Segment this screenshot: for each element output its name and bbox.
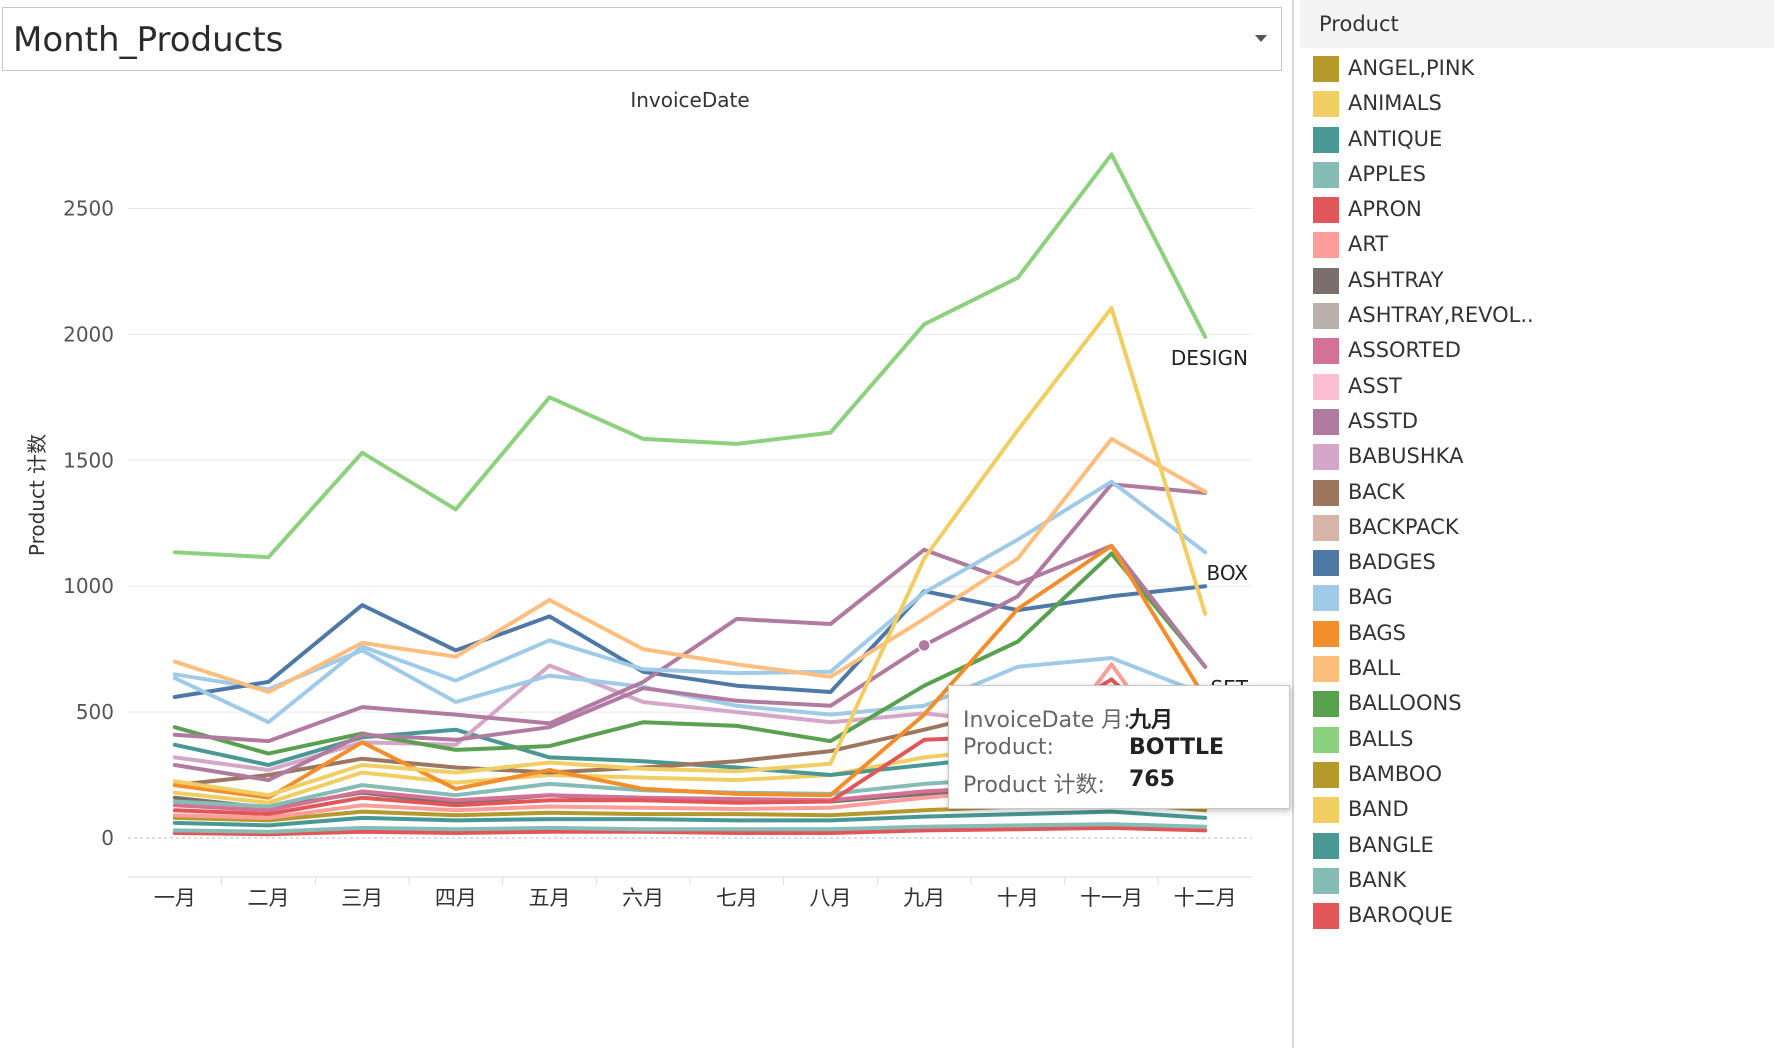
x-tick-label: 八月 (810, 886, 852, 910)
legend-label: BANK (1348, 867, 1407, 892)
legend-label: ART (1348, 232, 1389, 257)
legend-label: ANTIQUE (1348, 126, 1443, 151)
tooltip-label-count: Product 计数: (963, 773, 1105, 798)
legend-label: BACKPACK (1348, 514, 1459, 539)
legend-label: BALLOONS (1348, 691, 1462, 716)
legend-swatch (1313, 373, 1339, 400)
series-line-ball (172, 436, 1208, 694)
legend-swatch (1313, 514, 1339, 541)
series-line-band (172, 306, 1208, 798)
y-tick-label: 0 (101, 826, 114, 850)
tooltip-label-month: InvoiceDate 月: (963, 708, 1131, 733)
legend-label: BALL (1348, 656, 1401, 681)
legend-swatch (1313, 56, 1339, 82)
y-tick-label: 2500 (63, 197, 114, 221)
legend-swatch (1313, 761, 1339, 788)
legend-swatch (1313, 585, 1339, 612)
series-line-asstd (172, 482, 1208, 783)
legend-panel: Product ANGEL,PINK ANIMALS ANTIQUE APPLES AP… (1300, 0, 1774, 1048)
chevron-down-icon[interactable] (1255, 35, 1267, 42)
column-header: InvoiceDate (630, 88, 749, 112)
series-line-baroque (172, 825, 1208, 837)
legend-label: APPLES (1348, 161, 1426, 186)
legend-label: BAROQUE (1348, 903, 1454, 928)
x-tick-label: 十一月 (1080, 886, 1143, 910)
legend-swatch (1313, 232, 1339, 259)
legend-label: ASHTRAY (1348, 267, 1444, 292)
legend-swatch (1313, 91, 1339, 118)
legend-swatch (1313, 161, 1339, 188)
legend-swatch (1313, 832, 1339, 859)
series-line-balloons (172, 551, 1208, 756)
x-tick-label: 一月 (154, 886, 196, 910)
legend-label: ASSORTED (1348, 338, 1461, 363)
legend-label: BANGLE (1348, 832, 1434, 857)
legend-label: BACK (1348, 479, 1405, 504)
legend-swatch (1313, 267, 1339, 294)
line-end-label: DESIGN (1171, 346, 1248, 370)
series-line-bags (172, 543, 1208, 800)
legend-label: ANIMALS (1348, 91, 1442, 116)
tooltip-label-product: Product: (963, 735, 1054, 760)
worksheet-title-bar: Month_Products (2, 7, 1282, 71)
legend-swatch (1313, 408, 1339, 435)
x-tick-label: 四月 (435, 886, 477, 910)
series-line-box (172, 479, 1208, 725)
x-tick-label: 三月 (341, 886, 383, 910)
series-line-badges (172, 584, 1208, 699)
legend-label: ASST (1348, 373, 1402, 398)
series-line-design (172, 152, 1208, 560)
tooltip: InvoiceDate 月: 九月 Product: BOTTLE Produc… (948, 685, 1290, 809)
x-tick-label: 五月 (529, 886, 571, 910)
pane-divider[interactable] (1292, 0, 1294, 1048)
legend-swatch (1313, 197, 1339, 224)
legend-swatch (1313, 656, 1339, 683)
legend-swatch (1313, 726, 1339, 753)
legend-swatch (1313, 338, 1339, 365)
x-tick-label: 六月 (622, 886, 664, 910)
tooltip-value-product: BOTTLE (1129, 735, 1225, 760)
series-line-bangle (172, 809, 1208, 828)
legend-label: BAMBOO (1348, 761, 1442, 786)
x-tick-label: 七月 (716, 886, 758, 910)
legend-label: APRON (1348, 197, 1422, 222)
tooltip-value-count: 765 (1129, 767, 1175, 792)
line-end-label: BOX (1206, 561, 1248, 585)
legend-swatch (1313, 303, 1339, 330)
legend-swatch (1313, 126, 1339, 153)
y-tick-label: 1000 (63, 574, 114, 598)
legend-swatch (1313, 903, 1339, 930)
x-tick-label: 九月 (903, 886, 945, 910)
legend-label: ASSTD (1348, 408, 1419, 433)
legend-label: BAND (1348, 797, 1409, 822)
legend-label: BABUSHKA (1348, 444, 1464, 469)
highlight-point (917, 638, 931, 653)
legend-swatch (1313, 620, 1339, 647)
legend-swatch (1313, 550, 1339, 577)
legend-swatch (1313, 797, 1339, 824)
tooltip-value-month: 九月 (1129, 708, 1174, 733)
legend-swatch (1313, 479, 1339, 506)
legend-swatch (1313, 691, 1339, 718)
y-tick-label: 500 (76, 700, 114, 724)
y-axis-label: Product 计数 (25, 434, 49, 556)
legend-label: BADGES (1348, 550, 1436, 575)
legend-title: Product (1300, 0, 1774, 48)
legend-swatch (1313, 867, 1339, 894)
worksheet-title: Month_Products (13, 20, 284, 60)
x-tick-label: 十月 (997, 886, 1039, 910)
legend-swatch (1313, 444, 1339, 471)
legend-label: ANGEL,PINK (1348, 56, 1475, 80)
x-tick-label: 十二月 (1174, 886, 1237, 910)
y-tick-label: 2000 (63, 322, 114, 346)
legend-label: BALLS (1348, 726, 1414, 751)
legend-label: ASHTRAY,REVOL.. (1348, 303, 1534, 328)
y-tick-label: 1500 (63, 448, 114, 472)
legend-label: BAGS (1348, 620, 1407, 645)
x-tick-label: 二月 (248, 886, 290, 910)
series-line-bank (172, 822, 1208, 834)
legend-label: BAG (1348, 585, 1393, 610)
